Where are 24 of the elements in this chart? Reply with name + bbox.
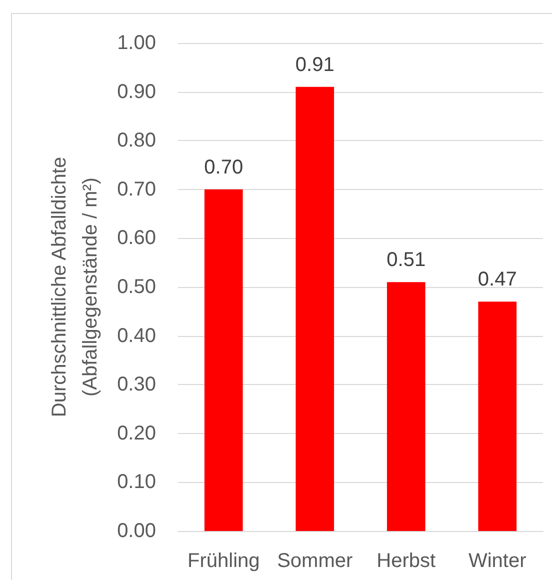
y-tick-label: 0.40 (117, 324, 156, 347)
y-tick-label: 0.20 (117, 422, 156, 444)
y-tick-label: 0.10 (117, 471, 156, 494)
y-tick-label: 0.00 (117, 520, 156, 542)
y-tick-label: 0.30 (117, 374, 156, 396)
y-tick-label: 0.70 (117, 178, 156, 200)
data-label: 0.47 (478, 268, 517, 291)
x-tick-label: Frühling (187, 550, 260, 572)
data-label: 0.91 (295, 54, 334, 76)
y-tick-label: 0.80 (117, 130, 156, 152)
x-tick-label: Winter (468, 550, 527, 572)
data-label: 0.51 (386, 249, 426, 272)
y-tick-label: 0.50 (117, 276, 156, 298)
y-tick-label: 0.60 (117, 227, 156, 250)
y-axis-title: Durchschnittliche Abfalldichte (Abfallgegenstände / m²) (48, 156, 102, 418)
bar (204, 189, 243, 531)
x-tick-label: Herbst (376, 550, 436, 572)
bar (296, 86, 334, 531)
data-label: 0.70 (204, 156, 244, 178)
bar (478, 302, 517, 531)
x-tick-label: Sommer (277, 550, 353, 572)
y-tick-label: 0.90 (117, 80, 156, 103)
bar (386, 282, 426, 531)
y-tick-label: 1.00 (117, 32, 156, 54)
